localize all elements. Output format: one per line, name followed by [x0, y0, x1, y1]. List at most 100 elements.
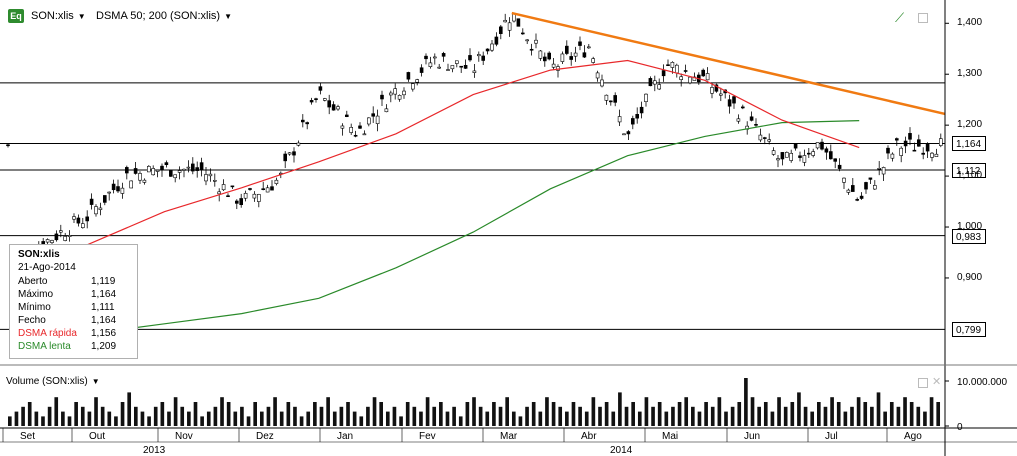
candle-body: [81, 223, 85, 228]
candle-body: [437, 66, 442, 69]
volume-bar: [863, 402, 868, 426]
candle-body: [322, 98, 327, 101]
candle-body: [591, 58, 596, 63]
candle-body: [762, 137, 767, 139]
volume-bar: [704, 402, 708, 426]
volume-bar: [551, 402, 556, 426]
candle-body: [446, 69, 450, 71]
volume-bar: [710, 406, 715, 426]
candle-body: [125, 167, 129, 174]
volume-bar: [200, 416, 204, 426]
candle-body: [204, 174, 208, 182]
x-year-label: 2014: [610, 445, 633, 456]
candle-body: [679, 76, 684, 80]
x-month-label: Fev: [419, 431, 436, 442]
info-row-open: Aberto 1,119: [18, 276, 131, 288]
candle-body: [182, 168, 186, 171]
draw-tool-icon[interactable]: ⟋: [895, 10, 905, 25]
candle-body: [393, 88, 398, 95]
candle-body: [912, 149, 917, 152]
maximize-icon[interactable]: [918, 13, 928, 23]
volume-bar: [220, 397, 224, 426]
volume-bar: [538, 411, 543, 426]
candle-body: [406, 72, 411, 80]
indicator-dropdown[interactable]: DSMA 50; 200 (SON:xlis) ▼: [96, 10, 232, 22]
candle-body: [692, 76, 697, 81]
info-label: Mínimo: [18, 302, 51, 313]
candle-body: [195, 167, 199, 171]
volume-bar: [445, 411, 450, 426]
volume-bar: [339, 406, 344, 426]
volume-bar: [8, 416, 12, 426]
candle-body: [243, 192, 248, 199]
volume-bar: [233, 411, 238, 426]
volume-bar: [41, 416, 45, 426]
volume-bar: [604, 402, 609, 426]
candle-body: [72, 216, 76, 220]
candle-body: [661, 70, 666, 77]
volume-bar: [240, 406, 244, 426]
candle-body: [397, 95, 402, 100]
volume-bar: [372, 397, 377, 426]
candle-body: [415, 79, 420, 83]
volume-bar: [180, 406, 185, 426]
volume-bar: [578, 406, 582, 426]
info-date: 21-Ago-2014: [18, 262, 76, 273]
volume-bar: [332, 411, 337, 426]
y-tick-label: 0,900: [957, 271, 983, 283]
volume-bar: [717, 397, 722, 426]
candle-body: [252, 193, 257, 199]
candle-body: [846, 189, 851, 193]
y-tick-label: 1,000: [957, 221, 983, 233]
volume-bar: [246, 416, 251, 426]
candle-body: [331, 104, 336, 111]
candle-body: [388, 92, 393, 96]
candle-body: [76, 217, 81, 224]
volume-bar: [359, 416, 364, 426]
volume-bar: [67, 416, 72, 426]
close-icon[interactable]: ✕: [932, 376, 942, 388]
candle-body: [221, 184, 226, 191]
volume-bar: [346, 402, 350, 426]
candle-body: [50, 240, 54, 243]
volume-bar: [273, 397, 277, 426]
candle-body: [670, 62, 675, 68]
volume-bar: [419, 411, 423, 426]
symbol-dropdown[interactable]: SON:xlis ▼: [31, 10, 86, 22]
volume-bar: [167, 411, 171, 426]
candle-body: [459, 65, 464, 68]
volume-bar: [173, 397, 178, 426]
candle-body: [151, 168, 155, 176]
candle-body: [463, 65, 468, 69]
candle-body: [617, 116, 622, 123]
candle-body: [529, 48, 534, 51]
candle-body: [120, 187, 125, 194]
candle-body: [177, 170, 182, 173]
chevron-down-icon: ▼: [91, 377, 100, 386]
volume-maximize-icon[interactable]: [918, 378, 928, 388]
eq-icon[interactable]: Eq: [8, 9, 24, 23]
volume-dropdown[interactable]: Volume (SON:xlis) ▼: [6, 376, 100, 387]
volume-bar: [253, 402, 258, 426]
candle-body: [732, 96, 736, 104]
candle-body: [327, 100, 332, 108]
volume-bar: [326, 397, 330, 426]
candle-body: [784, 152, 789, 158]
volume-bar: [677, 402, 682, 426]
candle-body: [191, 163, 195, 172]
info-row-close: Fecho 1,164: [18, 315, 131, 327]
candle-body: [344, 114, 349, 117]
candle-body: [916, 139, 921, 147]
candle-body: [789, 152, 794, 161]
candle-body: [855, 199, 860, 201]
info-label: Fecho: [18, 315, 46, 326]
symbol-label: SON:xlis: [31, 10, 74, 22]
candle-body: [371, 113, 376, 117]
volume-bar: [399, 416, 403, 426]
x-month-label: Jul: [825, 431, 838, 442]
candle-body: [516, 18, 521, 27]
candle-body: [239, 198, 243, 206]
candle-body: [903, 140, 908, 147]
